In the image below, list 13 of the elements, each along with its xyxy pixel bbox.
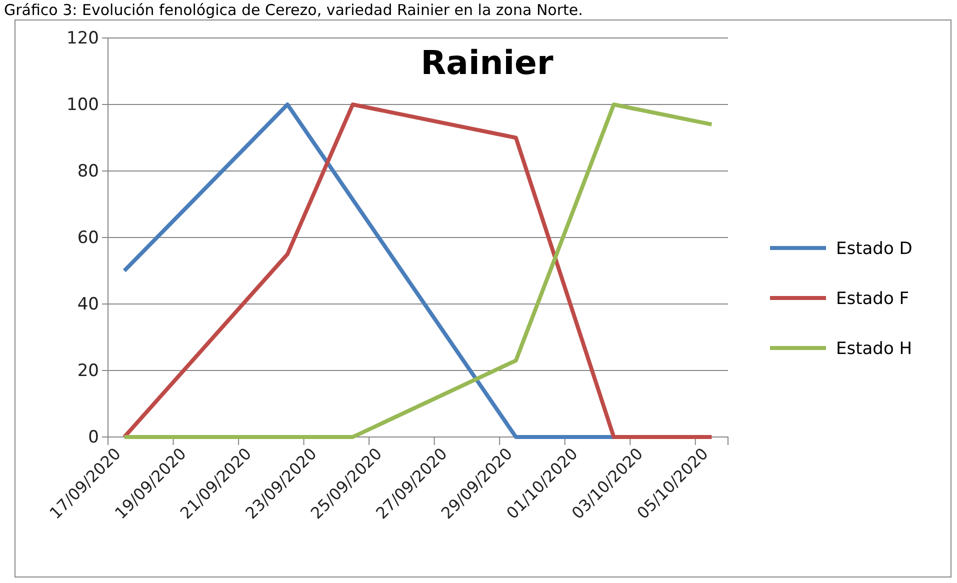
legend-label: Estado F: [836, 289, 910, 309]
line-series: [122, 102, 714, 439]
chart-title: Gráfico 3: Evolución fenológica de Cerezo, variedad Rainier en la zona Norte.: [4, 1, 583, 19]
y-tick-label: 80: [77, 161, 99, 182]
y-tick-label: 40: [77, 294, 99, 314]
y-tick-label: 100: [66, 94, 99, 115]
chart-subtitle: Rainier: [420, 43, 554, 82]
y-tick-label: 20: [77, 360, 99, 381]
legend-label: Estado D: [836, 239, 912, 259]
y-tick-label: 60: [77, 228, 99, 248]
legend-label: Estado H: [836, 339, 912, 359]
y-tick-label: 0: [88, 427, 99, 448]
y-tick-label: 120: [66, 28, 99, 48]
